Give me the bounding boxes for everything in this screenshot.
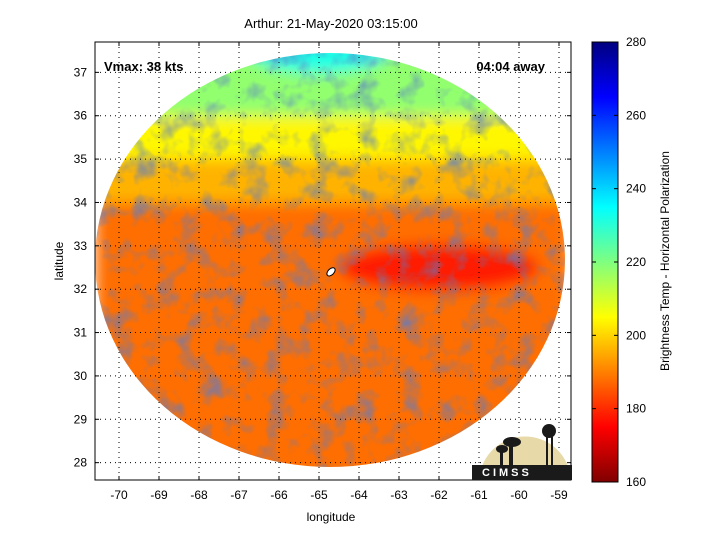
y-axis-label: latitude — [52, 241, 66, 280]
colorbar-label: Brightness Temp - Horizontal Polarizatio… — [658, 151, 672, 371]
logo-ground — [472, 465, 572, 480]
y-tick-label: 35 — [74, 152, 88, 166]
grid-lines — [95, 42, 571, 480]
x-tick-label: -67 — [230, 488, 248, 502]
y-tick-label: 29 — [74, 412, 88, 426]
colorbar-tick-label: 280 — [626, 35, 646, 49]
colorbar-tick-label: 260 — [626, 108, 646, 122]
plot-frame — [94, 41, 572, 481]
time-away-annotation: 04:04 away — [476, 59, 545, 74]
y-tick-label: 30 — [74, 369, 88, 383]
x-axis-ticks: -70 -69 -68 -67 -66 -65 -64 -63 -62 -61 -60 -59 — [110, 42, 568, 502]
x-tick-label: -65 — [310, 488, 328, 502]
colorbar-ticks: 160 180 200 220 240 260 280 — [592, 35, 646, 489]
colorbar: 160 180 200 220 240 260 280 Brightness Temp - … — [591, 35, 672, 489]
x-tick-label: -69 — [150, 488, 168, 502]
x-tick-label: -70 — [110, 488, 128, 502]
y-tick-label: 34 — [74, 195, 88, 209]
x-tick-label: -60 — [510, 488, 528, 502]
y-tick-label: 28 — [74, 456, 88, 470]
satellite-dish-icon — [503, 437, 521, 447]
logo-text: CIMSS — [482, 467, 532, 479]
colorbar-tick-label: 180 — [626, 402, 646, 416]
y-axis-ticks: 28 29 30 31 32 33 34 35 36 37 — [74, 65, 571, 470]
colorbar-tick-label: 240 — [626, 182, 646, 196]
y-tick-label: 36 — [74, 109, 88, 123]
cimss-logo: CIMSS — [472, 424, 572, 480]
colorbar-gradient — [591, 41, 619, 483]
y-tick-label: 33 — [74, 239, 88, 253]
colorbar-tick-label: 200 — [626, 328, 646, 342]
colorbar-tick-label: 160 — [626, 475, 646, 489]
x-tick-label: -68 — [190, 488, 208, 502]
x-tick-label: -63 — [390, 488, 408, 502]
x-tick-label: -59 — [550, 488, 568, 502]
y-tick-label: 37 — [74, 65, 88, 79]
colorbar-tick-label: 220 — [626, 255, 646, 269]
x-tick-label: -64 — [350, 488, 368, 502]
x-axis-label: longitude — [307, 510, 356, 524]
x-tick-label: -61 — [470, 488, 488, 502]
field-texture — [95, 53, 565, 467]
y-tick-label: 31 — [74, 326, 88, 340]
chart-title: Arthur: 21-May-2020 03:15:00 — [244, 16, 417, 31]
x-tick-label: -62 — [430, 488, 448, 502]
plot-area: -70 -69 -68 -67 -66 -65 -64 -63 -62 -61 -60 -59 282… — [74, 41, 572, 502]
y-tick-label: 32 — [74, 282, 88, 296]
storm-center-marker — [326, 267, 336, 277]
x-tick-label: -66 — [270, 488, 288, 502]
water-tower-icon — [542, 424, 556, 438]
vmax-annotation: Vmax: 38 kts — [104, 59, 184, 74]
